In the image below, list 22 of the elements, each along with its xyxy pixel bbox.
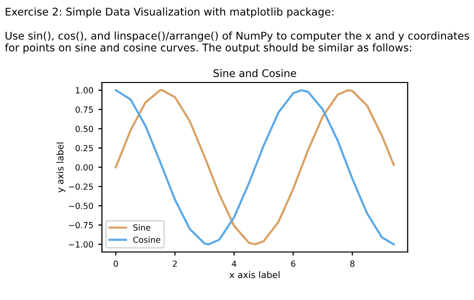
y-tick-label: −1.00 bbox=[68, 241, 94, 248]
y-tick-label: 0.75 bbox=[76, 106, 93, 113]
x-tick-label: 0 bbox=[114, 260, 118, 267]
text: Exercise 2: Simple Data Visualization with matplotlib package: bbox=[6, 8, 334, 18]
y-tick-label: 0.00 bbox=[76, 164, 94, 171]
y-tick-label: −0.75 bbox=[68, 222, 93, 228]
x-tick-label: 8 bbox=[350, 260, 354, 267]
legend-label: Sine bbox=[133, 224, 150, 231]
y-axis-title: y axis label bbox=[56, 142, 66, 192]
chart-title: Sine and Cosine bbox=[214, 69, 296, 78]
text: Use sin(), cos(), and linspace()/arrange() of NumPy to computer the x and y coordinates for points on sine and cosine curves. The output should be similar as follows: bbox=[4, 32, 469, 54]
y-tick-label: −0.25 bbox=[68, 183, 93, 190]
x-tick-label: 4 bbox=[232, 260, 236, 267]
legend-label: Cosine bbox=[133, 236, 160, 243]
y-tick-label: 0.50 bbox=[76, 126, 94, 132]
y-tick-label: 1.00 bbox=[76, 87, 94, 94]
x-tick-label: 6 bbox=[291, 260, 296, 267]
y-tick-label: 0.25 bbox=[76, 144, 93, 152]
x-tick-label: 2 bbox=[172, 260, 177, 267]
y-tick-label: −0.50 bbox=[68, 202, 94, 210]
line-series bbox=[114, 89, 395, 246]
x-axis-title: x axis label bbox=[230, 271, 280, 278]
